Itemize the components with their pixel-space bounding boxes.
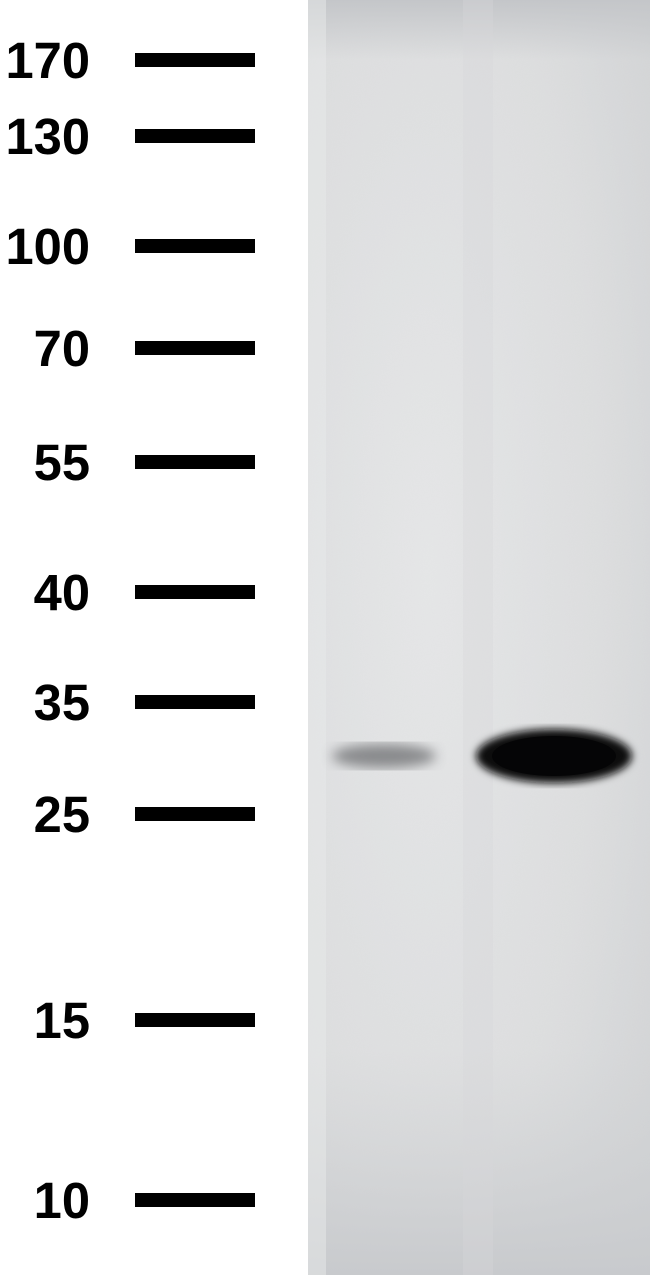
marker-row: 130	[0, 106, 300, 166]
marker-row: 170	[0, 30, 300, 90]
western-blot-figure: 170 130 100 70 55 40 35 25 15 10	[0, 0, 650, 1275]
marker-row: 70	[0, 318, 300, 378]
marker-label: 25	[0, 785, 105, 844]
marker-row: 35	[0, 672, 300, 732]
marker-label: 70	[0, 319, 105, 378]
marker-label: 15	[0, 991, 105, 1050]
marker-tick	[135, 695, 255, 709]
marker-label: 10	[0, 1171, 105, 1230]
marker-row: 100	[0, 216, 300, 276]
marker-row: 40	[0, 562, 300, 622]
molecular-weight-ladder: 170 130 100 70 55 40 35 25 15 10	[0, 0, 300, 1275]
marker-tick	[135, 129, 255, 143]
marker-label: 130	[0, 107, 105, 166]
marker-label: 170	[0, 31, 105, 90]
membrane-background	[308, 0, 650, 1275]
lane-1-band	[332, 744, 436, 768]
marker-label: 40	[0, 563, 105, 622]
marker-tick	[135, 239, 255, 253]
marker-tick	[135, 1193, 255, 1207]
marker-row: 55	[0, 432, 300, 492]
blot-membrane	[308, 0, 650, 1275]
marker-label: 35	[0, 673, 105, 732]
lane-2-band	[476, 729, 632, 783]
marker-row: 15	[0, 990, 300, 1050]
marker-tick	[135, 341, 255, 355]
marker-tick	[135, 53, 255, 67]
marker-tick	[135, 585, 255, 599]
marker-row: 10	[0, 1170, 300, 1230]
marker-label: 55	[0, 433, 105, 492]
marker-tick	[135, 455, 255, 469]
marker-label: 100	[0, 217, 105, 276]
marker-tick	[135, 807, 255, 821]
marker-row: 25	[0, 784, 300, 844]
marker-tick	[135, 1013, 255, 1027]
